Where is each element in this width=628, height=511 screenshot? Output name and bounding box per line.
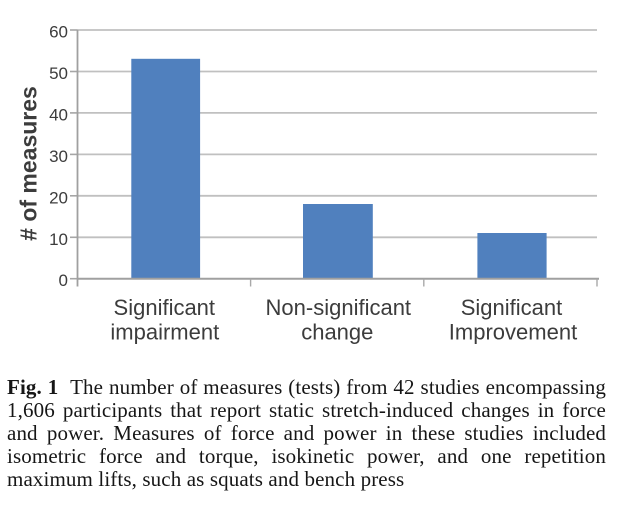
svg-text:Significant: Significant bbox=[114, 295, 216, 320]
svg-text:30: 30 bbox=[49, 147, 68, 166]
svg-text:50: 50 bbox=[49, 64, 68, 83]
svg-text:Significant: Significant bbox=[461, 295, 563, 320]
svg-text:60: 60 bbox=[49, 23, 68, 42]
svg-text:40: 40 bbox=[49, 105, 68, 124]
svg-text:Non-significant: Non-significant bbox=[266, 295, 412, 320]
svg-text:# of measures: # of measures bbox=[16, 86, 42, 241]
svg-text:10: 10 bbox=[49, 230, 68, 249]
svg-text:0: 0 bbox=[59, 271, 68, 290]
svg-text:Improvement: Improvement bbox=[449, 320, 577, 345]
svg-text:20: 20 bbox=[49, 188, 68, 207]
svg-text:impairment: impairment bbox=[110, 320, 219, 345]
svg-text:change: change bbox=[301, 320, 373, 345]
